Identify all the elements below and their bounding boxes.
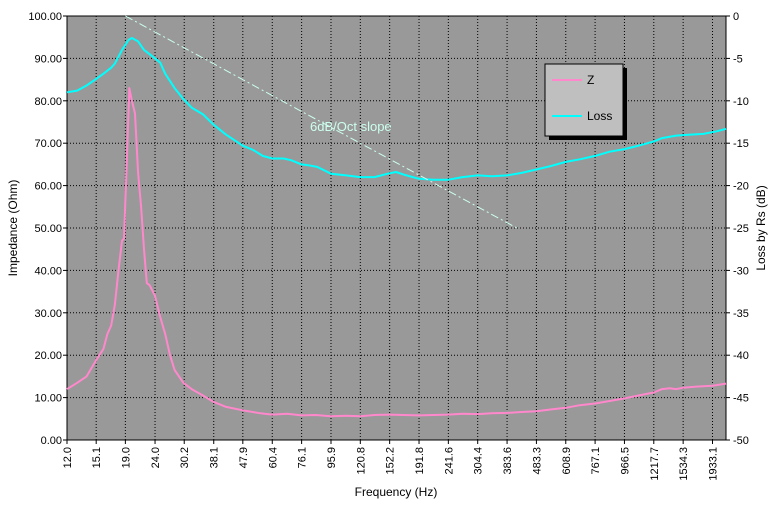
series-line-z <box>66 87 727 418</box>
y-tick-label: 100.00 <box>28 11 62 23</box>
slope-annotation: 6dB/Oct slope <box>310 119 392 134</box>
y-tick-label: 0.00 <box>41 435 62 447</box>
x-tick-label: 1933.1 <box>707 447 719 481</box>
legend-label-z: Z <box>587 73 594 87</box>
legend-label-loss: Loss <box>587 109 612 123</box>
x-tick-label: 95.9 <box>326 447 338 468</box>
y2-tick-label: -35 <box>733 308 749 320</box>
x-tick-label: 966.5 <box>619 447 631 475</box>
x-tick-label: 241.6 <box>443 447 455 475</box>
x-tick-label: 767.1 <box>590 447 602 475</box>
x-tick-label: 19.0 <box>120 447 132 468</box>
x-tick-label: 12.0 <box>62 447 74 468</box>
y2-tick-label: -30 <box>733 265 749 277</box>
x-axis-label: Frequency (Hz) <box>355 485 438 499</box>
x-tick-label: 608.9 <box>561 447 573 475</box>
y2-tick-label: 0 <box>733 11 739 23</box>
y-tick-label: 80.00 <box>34 96 62 108</box>
y2-axis-label: Loss by Rs (dB) <box>754 185 768 270</box>
y-tick-label: 50.00 <box>34 223 62 235</box>
x-tick-label: 191.8 <box>414 447 426 475</box>
y2-tick-label: -40 <box>733 350 749 362</box>
x-tick-label: 47.9 <box>238 447 250 468</box>
x-tick-label: 38.1 <box>209 447 221 468</box>
x-tick-label: 383.6 <box>502 447 514 475</box>
y-axis-label: Impedance (Ohm) <box>6 180 20 277</box>
x-tick-label: 483.3 <box>531 447 543 475</box>
y-tick-label: 90.00 <box>34 53 62 65</box>
y2-tick-label: -10 <box>733 96 749 108</box>
y-tick-label: 20.00 <box>34 350 62 362</box>
legend: Z Loss <box>544 63 627 140</box>
x-tick-label: 152.2 <box>385 447 397 475</box>
y2-tick-label: -15 <box>733 138 749 150</box>
legend-box <box>544 63 624 137</box>
y-tick-label: 70.00 <box>34 138 62 150</box>
x-tick-label: 304.4 <box>473 447 485 475</box>
x-tick-label: 30.2 <box>179 447 191 468</box>
plot-area <box>66 15 727 441</box>
y2-tick-label: -20 <box>733 181 749 193</box>
y-tick-label: 40.00 <box>34 265 62 277</box>
y-tick-label: 60.00 <box>34 181 62 193</box>
y-tick-label: 30.00 <box>34 308 62 320</box>
series-line-loss <box>66 37 727 181</box>
annotation-layer: 6dB/Oct slope <box>310 119 392 134</box>
x-tick-label: 15.1 <box>91 447 103 468</box>
x-tick-label: 76.1 <box>297 447 309 468</box>
y2-tick-label: -25 <box>733 223 749 235</box>
y-tick-label: 10.00 <box>34 393 62 405</box>
y2-tick-label: -5 <box>733 53 743 65</box>
axis-ticks: 0.00 10.00 20.00 30.00 40.00 50.00 60.00 70.00 8… <box>28 11 749 481</box>
y2-tick-label: -45 <box>733 393 749 405</box>
x-tick-label: 24.0 <box>150 447 162 468</box>
series-layer <box>66 15 727 418</box>
x-tick-label: 1217.7 <box>649 447 661 481</box>
x-tick-label: 1534.3 <box>678 447 690 481</box>
x-tick-label: 60.4 <box>267 447 279 468</box>
y2-tick-label: -50 <box>733 435 749 447</box>
x-tick-label: 120.8 <box>355 447 367 475</box>
slope-reference-line <box>125 15 518 229</box>
